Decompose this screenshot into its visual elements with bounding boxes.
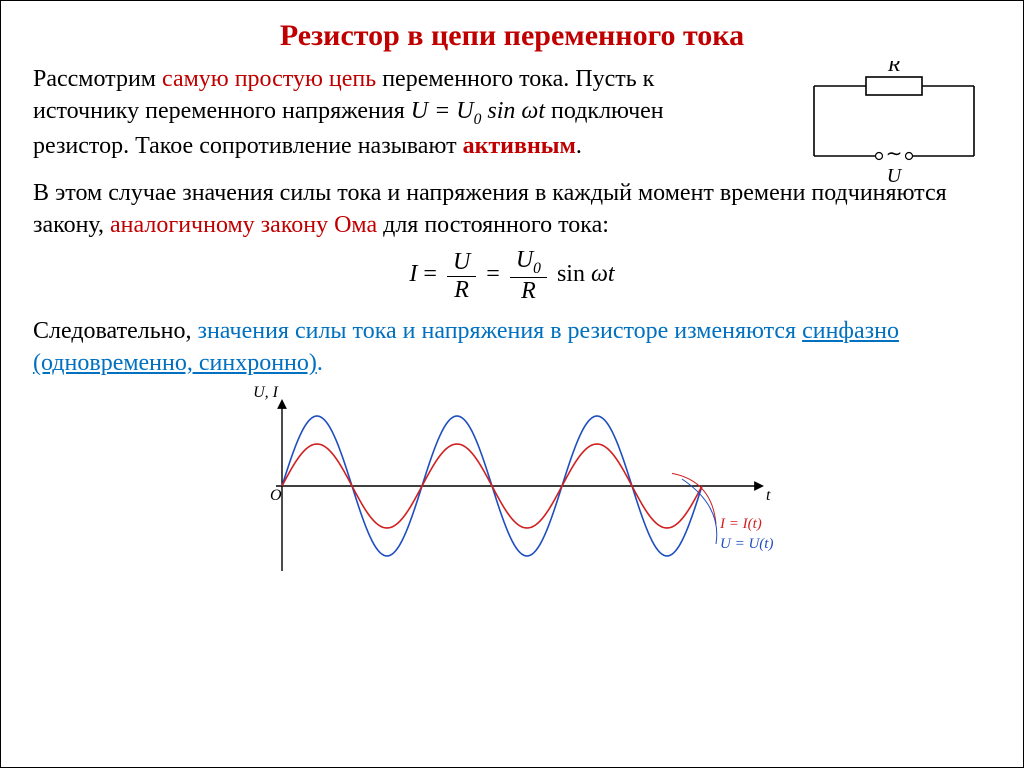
- f-R1: R: [447, 277, 476, 303]
- svg-text:t: t: [766, 487, 771, 504]
- paragraph-1: Рассмотрим самую простую цепь переменног…: [33, 63, 753, 163]
- f-R2: R: [510, 278, 547, 304]
- title-text: Резистор в цепи переменного тока: [280, 19, 744, 52]
- f-wt: ωt: [591, 262, 615, 288]
- ohm-formula: I = UR = U0R sin ωt: [33, 247, 991, 304]
- svg-text:R: R: [887, 61, 900, 76]
- p1-t2: самую простую цепь: [162, 66, 376, 92]
- sine-chart: U, I t O I = I(t) U = U(t): [232, 386, 792, 586]
- svg-text:U, I: U, I: [253, 386, 279, 401]
- circuit-diagram: R ∼U: [799, 61, 989, 191]
- f-eq2: =: [480, 262, 506, 288]
- svg-text:O: O: [270, 487, 282, 504]
- svg-text:U = U(t): U = U(t): [720, 536, 773, 552]
- svg-text:U: U: [887, 165, 903, 187]
- page-title: Резистор в цепи переменного тока: [33, 19, 991, 53]
- p2-t3: для постоянного тока:: [377, 212, 609, 238]
- p1-t1: Рассмотрим: [33, 66, 162, 92]
- p3-t1: Следовательно,: [33, 318, 197, 344]
- f-sin: sin: [551, 262, 591, 288]
- f-U: U: [447, 249, 476, 276]
- f-eq1: =: [417, 262, 443, 288]
- p2-t2: аналогичному закону Ома: [110, 212, 377, 238]
- p3-t4: .: [317, 350, 323, 376]
- p3-t2: значения силы тока и напряжения в резист…: [197, 318, 802, 344]
- p1-formula-rest: sin ωt: [481, 98, 545, 124]
- svg-text:∼: ∼: [886, 143, 903, 165]
- f-U0: U: [516, 247, 533, 273]
- p1-t7: .: [576, 133, 582, 159]
- paragraph-3: Следовательно, значения силы тока и напр…: [33, 315, 991, 380]
- f-sub0: 0: [533, 260, 541, 277]
- p1-t6: активным: [463, 133, 576, 159]
- p1-formula-U: U = U: [411, 98, 474, 124]
- svg-text:I = I(t): I = I(t): [719, 516, 762, 532]
